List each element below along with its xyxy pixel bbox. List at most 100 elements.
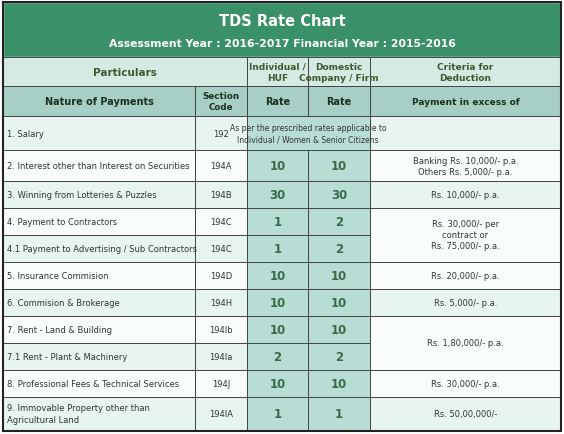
Bar xyxy=(369,117,561,151)
Text: 194B: 194B xyxy=(210,190,232,199)
Text: 1: 1 xyxy=(274,215,281,228)
Text: 30: 30 xyxy=(331,188,347,201)
Bar xyxy=(3,397,196,431)
Text: 5. Insurance Commision: 5. Insurance Commision xyxy=(7,271,109,280)
Bar xyxy=(3,3,561,58)
Text: Banking Rs. 10,000/- p.a.
Others Rs. 5,000/- p.a.: Banking Rs. 10,000/- p.a. Others Rs. 5,0… xyxy=(413,156,518,176)
Text: Nature of Payments: Nature of Payments xyxy=(45,97,153,107)
Bar xyxy=(309,181,369,208)
Text: 10: 10 xyxy=(270,160,285,173)
Bar xyxy=(309,343,369,370)
Text: 194C: 194C xyxy=(210,244,232,253)
Bar xyxy=(196,343,247,370)
Text: As per the prescribed rates applicable to
Individual / Women & Senior Citizens: As per the prescribed rates applicable t… xyxy=(230,124,386,144)
Text: 194IA: 194IA xyxy=(209,409,233,418)
Text: TDS Rate Chart: TDS Rate Chart xyxy=(219,14,345,29)
Bar xyxy=(247,117,369,151)
Bar xyxy=(309,262,369,289)
Bar xyxy=(247,58,309,87)
Bar xyxy=(369,397,561,431)
Bar xyxy=(369,262,561,289)
Bar xyxy=(309,235,369,262)
Bar xyxy=(369,289,561,316)
Text: Assessment Year : 2016-2017 Financial Year : 2015-2016: Assessment Year : 2016-2017 Financial Ye… xyxy=(108,39,456,49)
Bar xyxy=(3,235,196,262)
Bar xyxy=(247,397,309,431)
Bar xyxy=(3,151,196,181)
Text: Rs. 30,000/- p.a.: Rs. 30,000/- p.a. xyxy=(431,379,500,388)
Text: 2. Interest other than Interest on Securities: 2. Interest other than Interest on Secur… xyxy=(7,162,190,171)
Bar xyxy=(3,343,196,370)
Bar xyxy=(3,370,196,397)
Bar xyxy=(196,289,247,316)
Text: Rate: Rate xyxy=(265,97,290,107)
Bar xyxy=(247,181,309,208)
Text: 9. Immovable Property other than
Agricultural Land: 9. Immovable Property other than Agricul… xyxy=(7,404,150,424)
Text: 2: 2 xyxy=(274,350,281,363)
Bar xyxy=(196,151,247,181)
Bar xyxy=(3,181,196,208)
Bar xyxy=(309,316,369,343)
Bar xyxy=(247,316,309,343)
Text: Domestic
Company / Firm: Domestic Company / Firm xyxy=(299,62,379,82)
Text: 2: 2 xyxy=(335,350,343,363)
Text: 194D: 194D xyxy=(210,271,232,280)
Bar xyxy=(196,316,247,343)
Bar xyxy=(196,87,247,117)
Bar xyxy=(247,289,309,316)
Text: 10: 10 xyxy=(331,377,347,390)
Text: 10: 10 xyxy=(331,269,347,282)
Bar xyxy=(196,181,247,208)
Text: 1: 1 xyxy=(335,407,343,420)
Text: 194H: 194H xyxy=(210,298,232,307)
Text: 2: 2 xyxy=(335,242,343,255)
Text: Rs. 50,00,000/-: Rs. 50,00,000/- xyxy=(434,409,497,418)
Bar xyxy=(309,370,369,397)
Bar xyxy=(369,87,561,117)
Text: 2: 2 xyxy=(335,215,343,228)
Text: Criteria for
Deduction: Criteria for Deduction xyxy=(437,62,494,82)
Text: 7.1 Rent - Plant & Machinery: 7.1 Rent - Plant & Machinery xyxy=(7,352,127,361)
Text: Payment in excess of: Payment in excess of xyxy=(412,98,519,107)
Bar xyxy=(369,181,561,208)
Text: Rate: Rate xyxy=(327,97,351,107)
Bar xyxy=(247,262,309,289)
Text: 7. Rent - Land & Building: 7. Rent - Land & Building xyxy=(7,325,112,334)
Text: 1: 1 xyxy=(274,407,281,420)
Text: Particulars: Particulars xyxy=(93,68,157,78)
Text: Rs. 20,000/- p.a.: Rs. 20,000/- p.a. xyxy=(431,271,500,280)
Bar xyxy=(196,262,247,289)
Text: Individual /
HUF: Individual / HUF xyxy=(249,62,306,82)
Bar xyxy=(247,208,309,235)
Text: 10: 10 xyxy=(270,323,285,336)
Bar xyxy=(3,316,196,343)
Bar xyxy=(3,262,196,289)
Text: 194C: 194C xyxy=(210,217,232,226)
Text: 4. Payment to Contractors: 4. Payment to Contractors xyxy=(7,217,117,226)
Text: 194A: 194A xyxy=(210,162,232,171)
Bar xyxy=(196,208,247,235)
Text: 30: 30 xyxy=(270,188,285,201)
Bar xyxy=(3,208,196,235)
Bar xyxy=(247,151,309,181)
Text: 194J: 194J xyxy=(212,379,230,388)
Text: Rs. 5,000/- p.a.: Rs. 5,000/- p.a. xyxy=(434,298,497,307)
Text: Section
Code: Section Code xyxy=(202,92,240,112)
Text: 1. Salary: 1. Salary xyxy=(7,130,44,138)
Bar xyxy=(369,58,561,87)
Bar xyxy=(3,117,196,151)
Bar xyxy=(196,117,247,151)
Bar xyxy=(247,343,309,370)
Bar xyxy=(196,235,247,262)
Text: 10: 10 xyxy=(270,296,285,309)
Text: 192: 192 xyxy=(213,130,229,138)
Bar xyxy=(3,87,196,117)
Text: 8. Professional Fees & Technical Services: 8. Professional Fees & Technical Service… xyxy=(7,379,179,388)
Bar xyxy=(196,370,247,397)
Bar xyxy=(247,370,309,397)
Text: 4.1 Payment to Advertising / Sub Contractors: 4.1 Payment to Advertising / Sub Contrac… xyxy=(7,244,197,253)
Text: 194Ib: 194Ib xyxy=(209,325,233,334)
Text: 10: 10 xyxy=(270,269,285,282)
Bar xyxy=(309,58,369,87)
Bar xyxy=(369,151,561,181)
